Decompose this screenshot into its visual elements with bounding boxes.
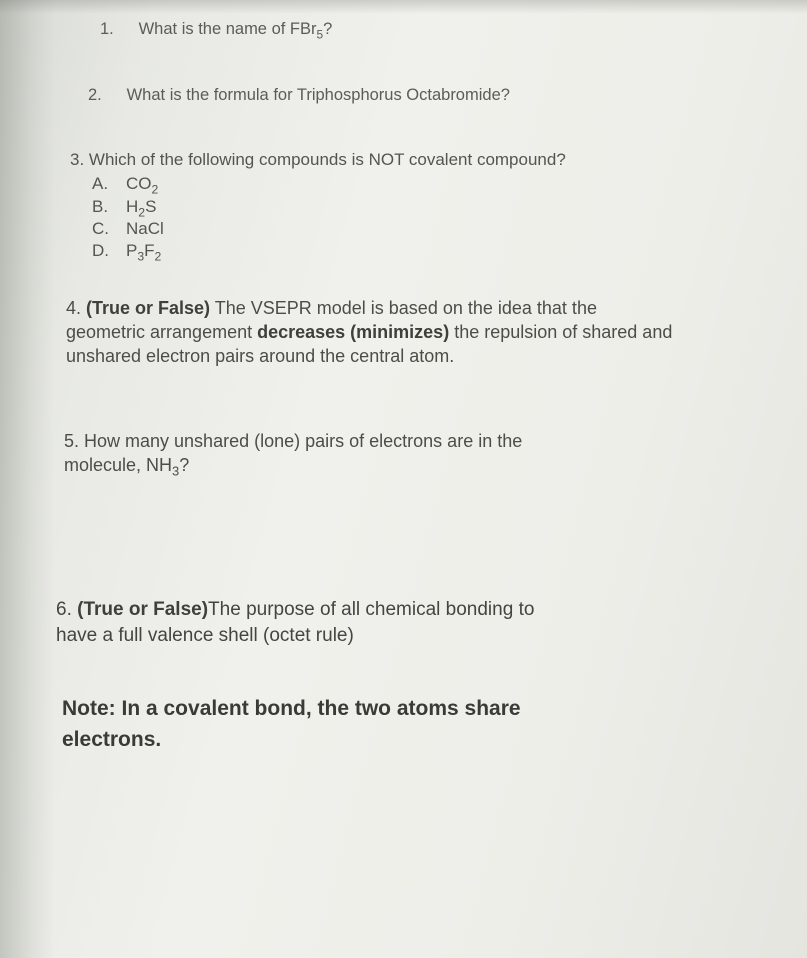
question-5-line1: 5. How many unshared (lone) pairs of ele…	[64, 429, 757, 453]
question-3-text: 3. Which of the following compounds is N…	[70, 149, 757, 172]
option-c: C. NaCl	[92, 218, 757, 240]
q6-line1-rest: The purpose of all chemical bonding to	[208, 599, 534, 620]
option-a-letter: A.	[92, 173, 126, 195]
q5-line2b: ?	[179, 455, 189, 475]
question-5-line2: molecule, NH3?	[64, 453, 757, 477]
q2-number: 2.	[88, 84, 122, 106]
q4-line2b: decreases (minimizes)	[257, 322, 449, 342]
question-6-line2: have a full valence shell (octet rule)	[56, 623, 757, 649]
q4-line1-rest: The VSEPR model is based on the idea tha…	[210, 298, 597, 318]
q4-number: 4.	[66, 298, 86, 318]
option-d-formula: P3F2	[126, 240, 161, 262]
q4-true-false: (True or False)	[86, 298, 210, 318]
question-5: 5. How many unshared (lone) pairs of ele…	[64, 429, 757, 478]
q1-text-before: What is the name of FBr	[139, 20, 317, 38]
note-line1: Note: In a covalent bond, the two atoms …	[62, 693, 757, 725]
option-c-formula: NaCl	[126, 218, 164, 240]
question-4-line3: unshared electron pairs around the centr…	[66, 344, 757, 368]
option-b-formula: H2S	[126, 196, 156, 218]
q1-text-after: ?	[323, 20, 332, 38]
option-c-letter: C.	[92, 218, 126, 240]
q1-number: 1.	[100, 18, 134, 40]
question-3: 3. Which of the following compounds is N…	[70, 149, 757, 262]
q5-line2a: molecule, NH	[64, 455, 172, 475]
option-b-letter: B.	[92, 196, 126, 218]
question-4-line1: 4. (True or False) The VSEPR model is ba…	[66, 296, 757, 320]
question-4-line2: geometric arrangement decreases (minimiz…	[66, 320, 757, 344]
option-b: B. H2S	[92, 196, 757, 218]
question-6-line1: 6. (True or False)The purpose of all che…	[56, 597, 757, 623]
q6-number: 6.	[56, 599, 77, 620]
question-1: 1. What is the name of FBr5?	[100, 18, 757, 40]
q6-true-false: (True or False)	[77, 599, 208, 620]
option-d: D. P3F2	[92, 240, 757, 262]
q2-text: What is the formula for Triphosphorus Oc…	[127, 86, 510, 104]
question-3-options: A. CO2 B. H2S C. NaCl D. P3F2	[92, 173, 757, 261]
question-4: 4. (True or False) The VSEPR model is ba…	[66, 296, 757, 369]
question-2: 2. What is the formula for Triphosphorus…	[88, 84, 757, 106]
question-1-text: 1. What is the name of FBr5?	[100, 18, 757, 40]
note-line2: electrons.	[62, 724, 757, 756]
option-d-letter: D.	[92, 240, 126, 262]
option-a-formula: CO2	[126, 173, 158, 195]
note-block: Note: In a covalent bond, the two atoms …	[62, 693, 757, 756]
q4-line2c: the repulsion of shared and	[449, 322, 672, 342]
question-2-text: 2. What is the formula for Triphosphorus…	[88, 84, 757, 106]
question-6: 6. (True or False)The purpose of all che…	[56, 597, 757, 648]
option-a: A. CO2	[92, 173, 757, 195]
q4-line2a: geometric arrangement	[66, 322, 257, 342]
